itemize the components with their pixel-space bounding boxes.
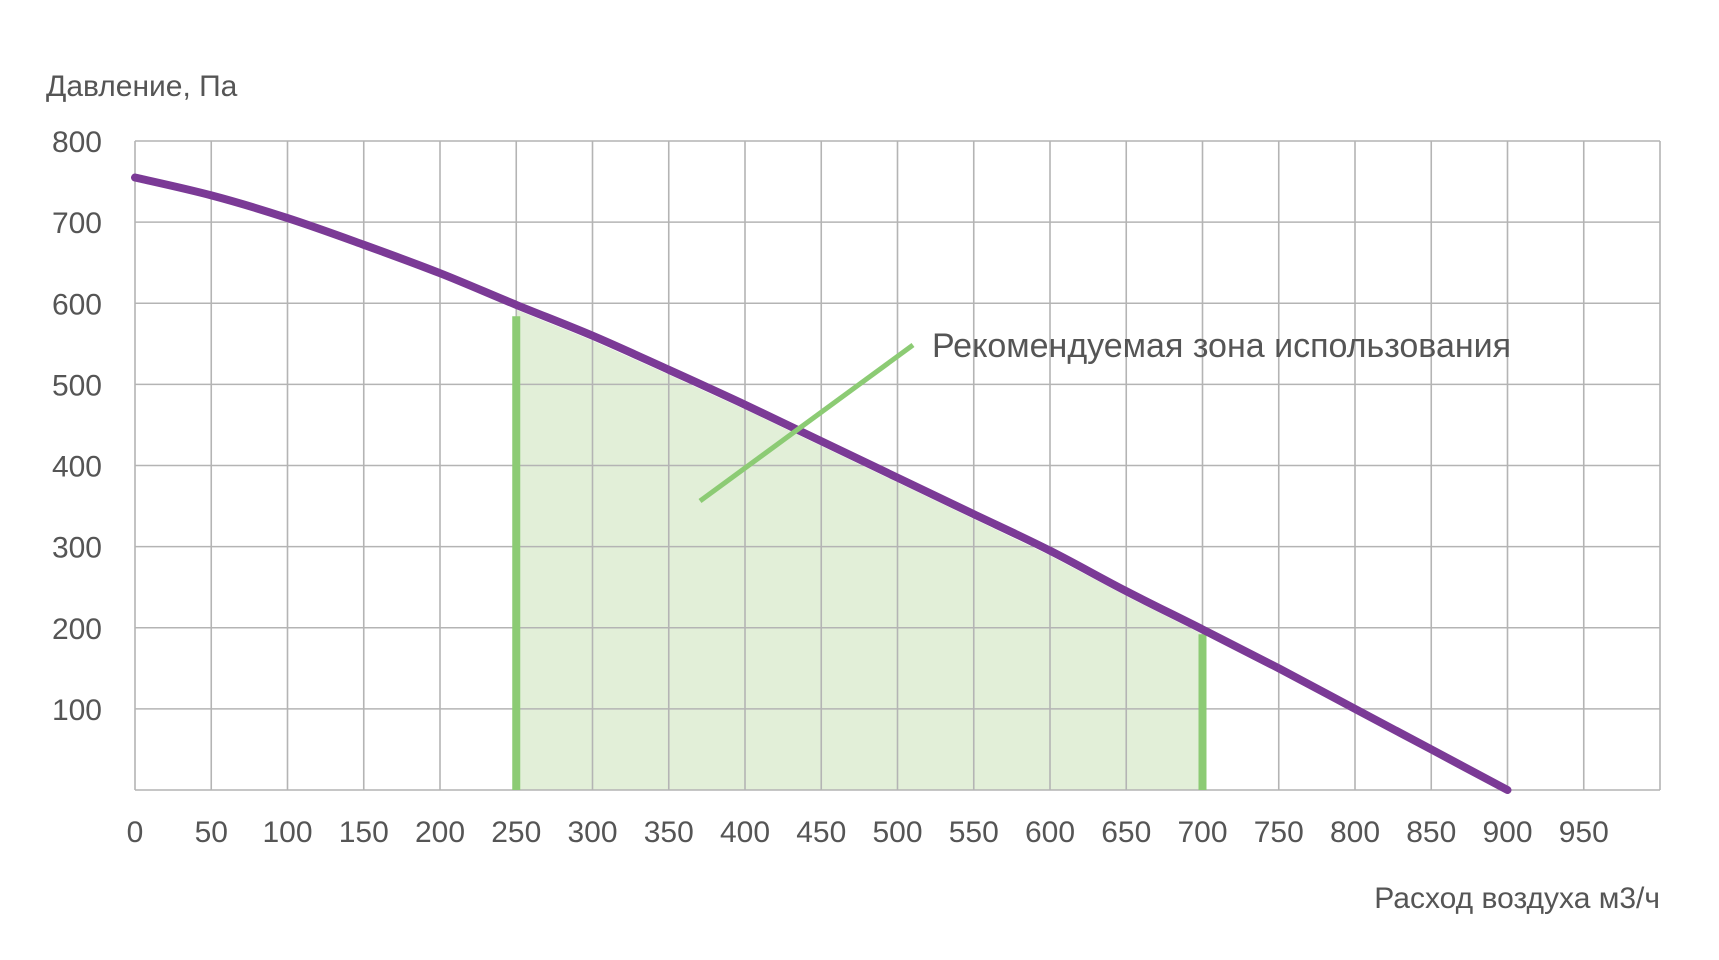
x-tick-label: 0 xyxy=(127,816,144,849)
x-tick-label: 850 xyxy=(1406,816,1456,849)
y-tick-label: 200 xyxy=(52,613,102,646)
series-layer xyxy=(131,173,1512,794)
axes xyxy=(512,316,1207,790)
x-tick-label: 500 xyxy=(872,816,922,849)
annotation-label: Рекомендуемая зона использования xyxy=(932,327,1511,365)
x-tick-label: 450 xyxy=(796,816,846,849)
y-tick-label: 700 xyxy=(52,207,102,240)
y-tick-label: 100 xyxy=(52,694,102,727)
recommended-zone-fill xyxy=(516,309,1203,790)
x-tick-label: 600 xyxy=(1025,816,1075,849)
x-tick-label: 750 xyxy=(1254,816,1304,849)
x-tick-label: 150 xyxy=(339,816,389,849)
x-tick-label: 250 xyxy=(491,816,541,849)
x-tick-label: 550 xyxy=(949,816,999,849)
annotation: Рекомендуемая зона использования xyxy=(698,327,1511,504)
x-tick-label: 650 xyxy=(1101,816,1151,849)
y-tick-label: 800 xyxy=(52,126,102,159)
x-tick-label: 200 xyxy=(415,816,465,849)
x-tick-label: 950 xyxy=(1559,816,1609,849)
y-axis-title: Давление, Па xyxy=(46,70,238,103)
x-tick-label: 900 xyxy=(1482,816,1532,849)
y-tick-label: 500 xyxy=(52,369,102,402)
series-line xyxy=(131,173,1512,794)
y-tick-label: 300 xyxy=(52,532,102,565)
x-tick-label: 700 xyxy=(1177,816,1227,849)
recommended-zone xyxy=(516,309,1203,790)
x-tick-label: 800 xyxy=(1330,816,1380,849)
x-tick-label: 350 xyxy=(644,816,694,849)
annotation-pointer-line xyxy=(698,342,915,504)
y-tick-label: 400 xyxy=(52,451,102,484)
y-tick-label: 600 xyxy=(52,288,102,321)
x-tick-label: 50 xyxy=(195,816,228,849)
x-axis-title: Расход воздуха м3/ч xyxy=(1374,882,1660,915)
x-tick-label: 100 xyxy=(262,816,312,849)
tick-labels: 0 50 100 150 200 250 300 350 400 450 500 550 600 650 7… xyxy=(52,126,1609,849)
x-tick-label: 400 xyxy=(720,816,770,849)
grid xyxy=(134,140,1661,791)
x-tick-label: 300 xyxy=(567,816,617,849)
